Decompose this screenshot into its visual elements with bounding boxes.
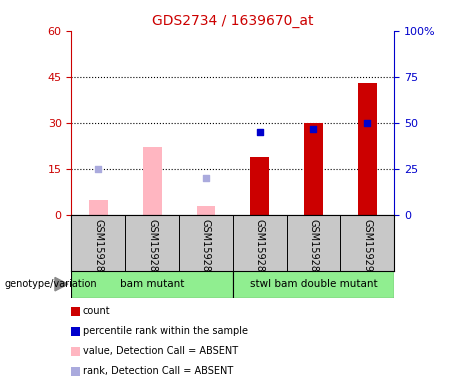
Bar xyxy=(358,83,377,215)
Text: value, Detection Call = ABSENT: value, Detection Call = ABSENT xyxy=(83,346,238,356)
Bar xyxy=(89,200,108,215)
Text: count: count xyxy=(83,306,111,316)
Bar xyxy=(71,271,233,298)
Title: GDS2734 / 1639670_at: GDS2734 / 1639670_at xyxy=(152,14,313,28)
Text: rank, Detection Call = ABSENT: rank, Detection Call = ABSENT xyxy=(83,366,233,376)
Text: genotype/variation: genotype/variation xyxy=(5,279,97,289)
Text: GSM159286: GSM159286 xyxy=(147,220,157,279)
Point xyxy=(95,166,102,172)
Text: stwl bam double mutant: stwl bam double mutant xyxy=(250,279,377,289)
Text: percentile rank within the sample: percentile rank within the sample xyxy=(83,326,248,336)
Bar xyxy=(196,206,215,215)
Bar xyxy=(304,123,323,215)
Text: GSM159287: GSM159287 xyxy=(201,220,211,279)
Text: GSM159289: GSM159289 xyxy=(308,220,319,279)
Polygon shape xyxy=(55,277,68,291)
Text: bam mutant: bam mutant xyxy=(120,279,184,289)
Point xyxy=(364,120,371,126)
Point xyxy=(310,126,317,132)
Text: GSM159285: GSM159285 xyxy=(93,220,103,279)
Point xyxy=(256,129,263,135)
Text: GSM159290: GSM159290 xyxy=(362,220,372,279)
Bar xyxy=(233,271,394,298)
Bar xyxy=(250,157,269,215)
Text: GSM159288: GSM159288 xyxy=(254,220,265,279)
Bar xyxy=(143,147,161,215)
Point xyxy=(202,175,210,181)
